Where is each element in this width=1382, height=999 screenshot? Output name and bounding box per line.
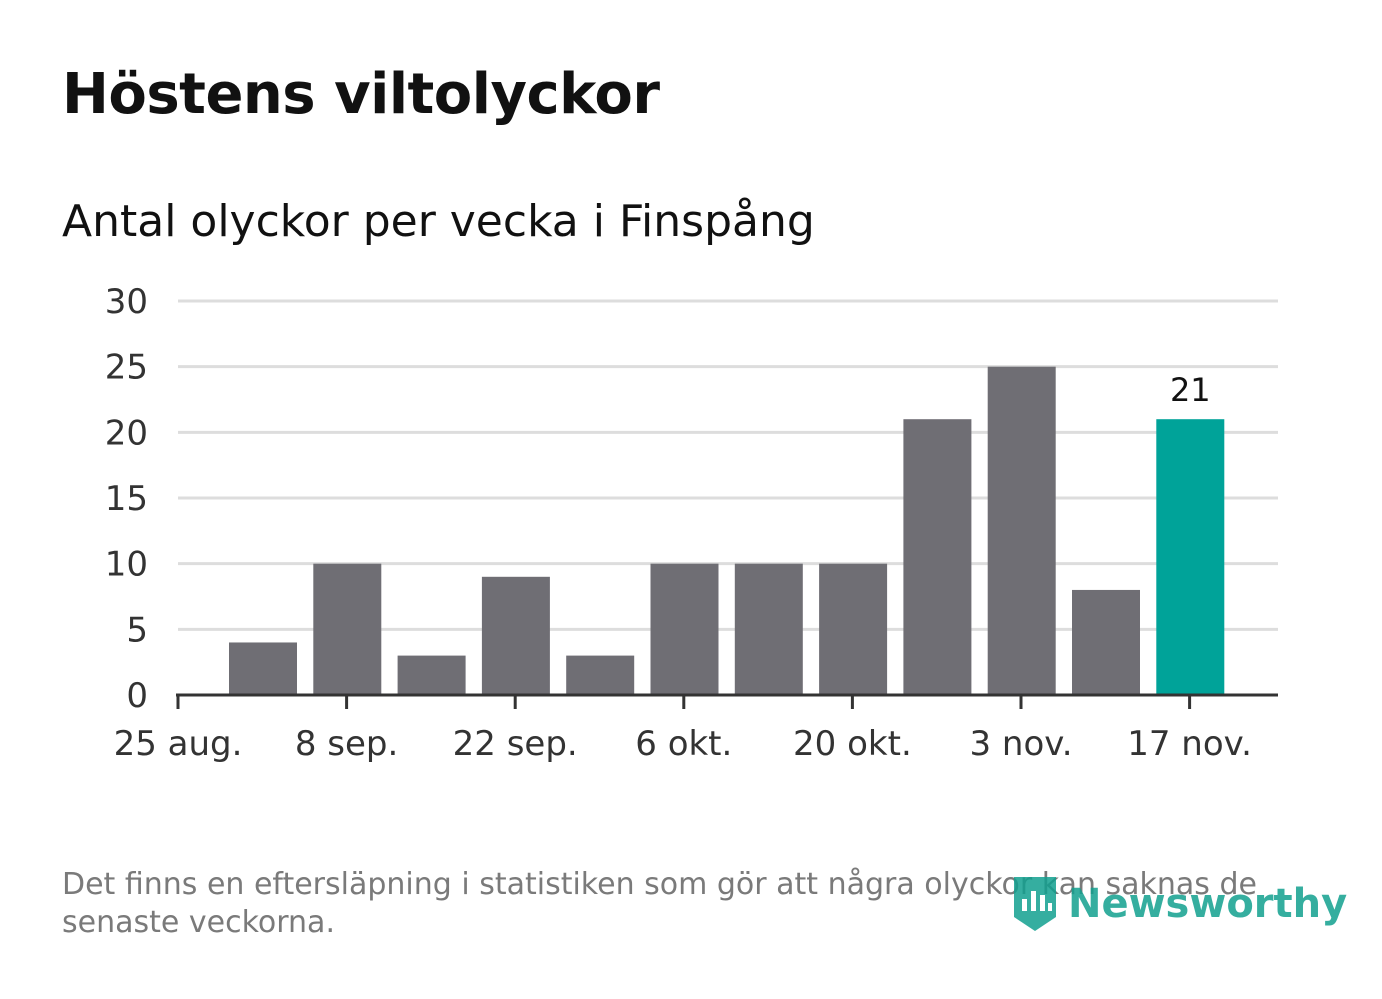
y-tick-label-15: 15 [105, 479, 148, 519]
bar-3-nov [987, 366, 1056, 695]
y-tick-label-0: 0 [126, 676, 148, 716]
bar-29-sep [566, 655, 635, 695]
x-tick-label-6: 6 okt. [635, 724, 732, 764]
bar-1-sep [229, 642, 297, 695]
bar-15-sep [397, 655, 466, 695]
chart-title: Höstens viltolyckor [62, 62, 660, 127]
y-tick-label-20: 20 [105, 413, 148, 453]
data-label-21: 21 [1170, 371, 1211, 409]
bar-17-nov [1156, 419, 1225, 695]
bar-27-okt [903, 419, 972, 695]
footnote: Det finns en eftersläpning i statistiken… [62, 867, 1257, 940]
x-tick-label-4: 22 sep. [453, 724, 578, 764]
x-tick-label-0: 25 aug. [114, 724, 243, 764]
x-tick-label-10: 3 nov. [969, 724, 1072, 764]
data-labels: 21 [1170, 371, 1211, 409]
x-tick-label-8: 20 okt. [793, 724, 912, 764]
chart-subtitle: Antal olyckor per vecka i Finspång [62, 196, 815, 247]
x-tick-label-12: 17 nov. [1127, 724, 1252, 764]
x-tick-label-2: 8 sep. [295, 724, 398, 764]
bars [229, 366, 1225, 695]
bar-22-sep [481, 576, 550, 695]
y-tick-label-25: 25 [105, 348, 148, 388]
bar-10-nov [1072, 589, 1140, 695]
bar-20-okt [819, 563, 888, 695]
y-tick-label-30: 30 [105, 282, 148, 322]
y-tick-label-5: 5 [126, 610, 148, 650]
newsworthy-logo-icon [1014, 877, 1056, 931]
y-tick-label-10: 10 [105, 545, 148, 585]
logo-text: Newsworthy [1068, 881, 1348, 927]
bar-8-sep [313, 563, 382, 695]
bar-13-okt [734, 563, 803, 695]
x-axis-tick-labels: 25 aug. 8 sep. 22 sep. 6 okt. 20 okt. 3 nov. 1… [114, 724, 1252, 764]
x-axis [176, 693, 1278, 709]
newsworthy-logo: Newsworthy [1010, 873, 1347, 935]
bar-6-okt [650, 563, 719, 695]
y-axis-tick-labels: 0 5 10 15 20 25 30 [105, 282, 148, 716]
